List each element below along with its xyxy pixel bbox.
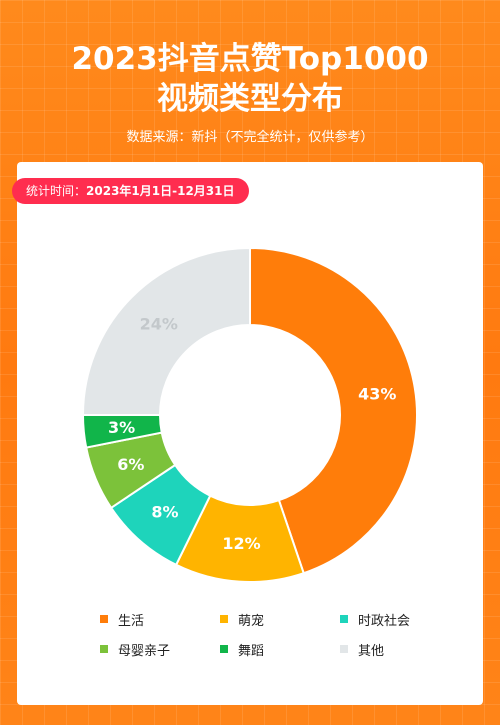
legend-swatch [220,615,228,623]
legend-item-6: 其他 [340,641,450,659]
legend-item-5: 舞蹈 [220,641,340,659]
legend-label: 生活 [118,613,145,629]
chart-legend: 生活 萌宠 时政社会母婴亲子 舞蹈 其他 [100,611,440,659]
legend-swatch [100,615,108,623]
legend-swatch [340,645,348,653]
slice-value-label-2: 12% [222,534,260,553]
period-label: 统计时间： [26,184,87,198]
legend-item-4: 母婴亲子 [100,641,220,659]
legend-label: 萌宠 [238,613,265,629]
slice-value-label-4: 6% [117,455,144,474]
legend-item-1: 生活 [100,611,220,629]
legend-label: 其他 [358,643,385,659]
period-badge: 统计时间：2023年1月1日-12月31日 [12,178,249,204]
slice-value-label-5: 3% [108,418,135,437]
slice-value-label-6: 24% [140,314,178,333]
data-source-note: 数据来源：新抖（不完全统计，仅供参考） [126,130,374,145]
donut-slice-1 [249,246,418,575]
legend-label: 母婴亲子 [118,643,171,659]
legend-label: 舞蹈 [238,643,265,659]
donut-slice-6 [81,246,251,416]
legend-swatch [220,645,228,653]
legend-swatch [340,615,348,623]
slice-value-label-1: 43% [358,384,396,403]
legend-swatch [100,645,108,653]
legend-item-2: 萌宠 [220,611,340,629]
chart-title-line2: 视频类型分布 [157,81,343,117]
slice-value-label-3: 8% [151,502,178,521]
period-range: 2023年1月1日-12月31日 [86,184,235,198]
legend-label: 时政社会 [358,613,411,629]
legend-item-3: 时政社会 [340,611,450,629]
chart-title-line1: 2023抖音点赞Top1000 [71,41,429,77]
